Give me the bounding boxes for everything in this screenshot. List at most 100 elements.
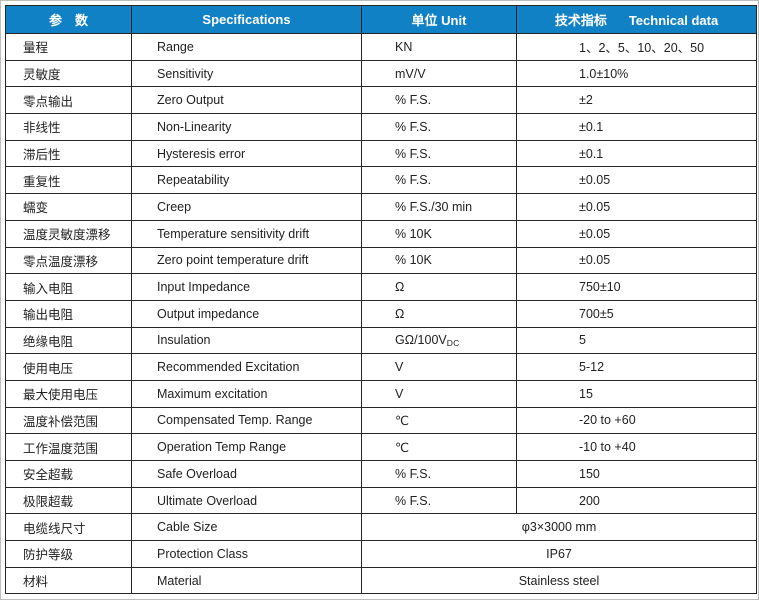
header-tech-en: Technical data <box>628 13 719 28</box>
unit-cell: % 10K <box>361 246 517 275</box>
param-en: Safe Overload <box>131 460 362 488</box>
param-en: Output impedance <box>131 299 362 328</box>
value-cell: 1.0±10% <box>516 59 757 88</box>
row-sensitivity: 灵敏度 Sensitivity mV/V 1.0±10% <box>5 59 757 88</box>
unit-main: GΩ/100V <box>395 333 447 348</box>
param-en: Sensitivity <box>131 59 362 88</box>
unit-cell: % F.S. <box>361 86 517 115</box>
param-en: Range <box>131 33 362 61</box>
param-zh: 安全超载 <box>5 460 132 488</box>
header-tech-zh: 技术指标 <box>554 13 607 28</box>
unit-cell: % F.S. <box>361 486 517 515</box>
value-cell: 200 <box>516 486 757 515</box>
value-cell: 750±10 <box>516 273 757 301</box>
value-cell: 1、2、5、10、20、50 <box>516 33 757 61</box>
param-en: Recommended Excitation <box>131 353 362 381</box>
param-en: Zero point temperature drift <box>131 246 362 275</box>
param-zh: 极限超载 <box>5 486 132 515</box>
row-output-impedance: 输出电阻 Output impedance Ω 700±5 <box>5 299 757 328</box>
param-zh: 灵敏度 <box>5 59 132 88</box>
param-zh: 零点温度漂移 <box>5 246 132 275</box>
param-zh: 零点输出 <box>5 86 132 115</box>
param-zh: 温度补偿范围 <box>5 406 132 435</box>
unit-cell: % F.S. <box>361 113 517 141</box>
row-zero-output: 零点输出 Zero Output % F.S. ±2 <box>5 86 757 115</box>
param-en: Ultimate Overload <box>131 486 362 515</box>
row-operation-temp-range: 工作温度范围 Operation Temp Range ℃ -10 to +40 <box>5 433 757 461</box>
header-row: 参 数 Specifications 单位 Unit 技术指标 Technical… <box>5 5 757 34</box>
value-cell: 700±5 <box>516 299 757 328</box>
specifications-table: 参 数 Specifications 单位 Unit 技术指标 Technical… <box>5 5 757 595</box>
unit-cell: % F.S. <box>361 166 517 195</box>
unit-cell: Ω <box>361 299 517 328</box>
param-en: Cable Size <box>131 513 362 542</box>
unit-cell: % F.S./30 min <box>361 193 517 221</box>
param-zh: 量程 <box>5 33 132 61</box>
unit-cell: Ω <box>361 273 517 301</box>
unit-cell: V <box>361 353 517 381</box>
row-temp-sensitivity-drift: 温度灵敏度漂移 Temperature sensitivity drift % … <box>5 219 757 248</box>
param-en: Material <box>131 566 362 595</box>
row-repeatability: 重复性 Repeatability % F.S. ±0.05 <box>5 166 757 195</box>
value-cell: 5 <box>516 326 757 355</box>
row-input-impedance: 输入电阻 Input Impedance Ω 750±10 <box>5 273 757 301</box>
param-zh: 使用电压 <box>5 353 132 381</box>
row-creep: 蠕变 Creep % F.S./30 min ±0.05 <box>5 193 757 221</box>
row-non-linearity: 非线性 Non-Linearity % F.S. ±0.1 <box>5 113 757 141</box>
value-cell: -10 to +40 <box>516 433 757 461</box>
row-safe-overload: 安全超载 Safe Overload % F.S. 150 <box>5 460 757 488</box>
param-zh: 电缆线尺寸 <box>5 513 132 542</box>
param-zh: 输入电阻 <box>5 273 132 301</box>
row-ultimate-overload: 极限超载 Ultimate Overload % F.S. 200 <box>5 486 757 515</box>
unit-cell: ℃ <box>361 406 517 435</box>
value-cell: ±0.05 <box>516 246 757 275</box>
unit-cell: % F.S. <box>361 139 517 168</box>
value-cell: ±0.1 <box>516 139 757 168</box>
header-specifications: Specifications <box>131 5 362 34</box>
param-en: Zero Output <box>131 86 362 115</box>
value-cell: ±0.05 <box>516 166 757 195</box>
param-en: Insulation <box>131 326 362 355</box>
value-cell: -20 to +60 <box>516 406 757 435</box>
value-cell: ±2 <box>516 86 757 115</box>
unit-cell: mV/V <box>361 59 517 88</box>
unit-cell: V <box>361 379 517 408</box>
unit-cell: % 10K <box>361 219 517 248</box>
value-cell: 150 <box>516 460 757 488</box>
row-cable-size: 电缆线尺寸 Cable Size φ3×3000 mm <box>5 513 757 542</box>
row-recommended-excitation: 使用电压 Recommended Excitation V 5-12 <box>5 353 757 381</box>
param-en: Operation Temp Range <box>131 433 362 461</box>
param-zh: 重复性 <box>5 166 132 195</box>
value-cell: ±0.1 <box>516 113 757 141</box>
unit-cell: ℃ <box>361 433 517 461</box>
row-range: 量程 Range KN 1、2、5、10、20、50 <box>5 33 757 61</box>
value-cell: 5-12 <box>516 353 757 381</box>
param-en: Compensated Temp. Range <box>131 406 362 435</box>
header-unit: 单位 Unit <box>361 5 517 34</box>
header-param: 参 数 <box>5 5 132 34</box>
row-compensated-temp-range: 温度补偿范围 Compensated Temp. Range ℃ -20 to … <box>5 406 757 435</box>
row-material: 材料 Material Stainless steel <box>5 566 757 595</box>
value-cell: ±0.05 <box>516 219 757 248</box>
row-insulation: 绝缘电阻 Insulation GΩ/100VDC 5 <box>5 326 757 355</box>
param-zh: 防护等级 <box>5 540 132 568</box>
unit-cell: GΩ/100VDC <box>361 326 517 355</box>
param-en: Protection Class <box>131 540 362 568</box>
row-protection-class: 防护等级 Protection Class IP67 <box>5 540 757 568</box>
unit-subscript: DC <box>446 338 460 349</box>
value-cell: 15 <box>516 379 757 408</box>
param-en: Input Impedance <box>131 273 362 301</box>
param-en: Repeatability <box>131 166 362 195</box>
row-maximum-excitation: 最大使用电压 Maximum excitation V 15 <box>5 379 757 408</box>
value-cell-merged: IP67 <box>361 540 757 568</box>
value-cell-merged: φ3×3000 mm <box>361 513 757 542</box>
param-zh: 工作温度范围 <box>5 433 132 461</box>
param-zh: 滞后性 <box>5 139 132 168</box>
param-zh: 非线性 <box>5 113 132 141</box>
param-en: Creep <box>131 193 362 221</box>
param-en: Temperature sensitivity drift <box>131 219 362 248</box>
param-zh: 温度灵敏度漂移 <box>5 219 132 248</box>
header-technical-data: 技术指标 Technical data <box>516 5 757 34</box>
param-zh: 最大使用电压 <box>5 379 132 408</box>
